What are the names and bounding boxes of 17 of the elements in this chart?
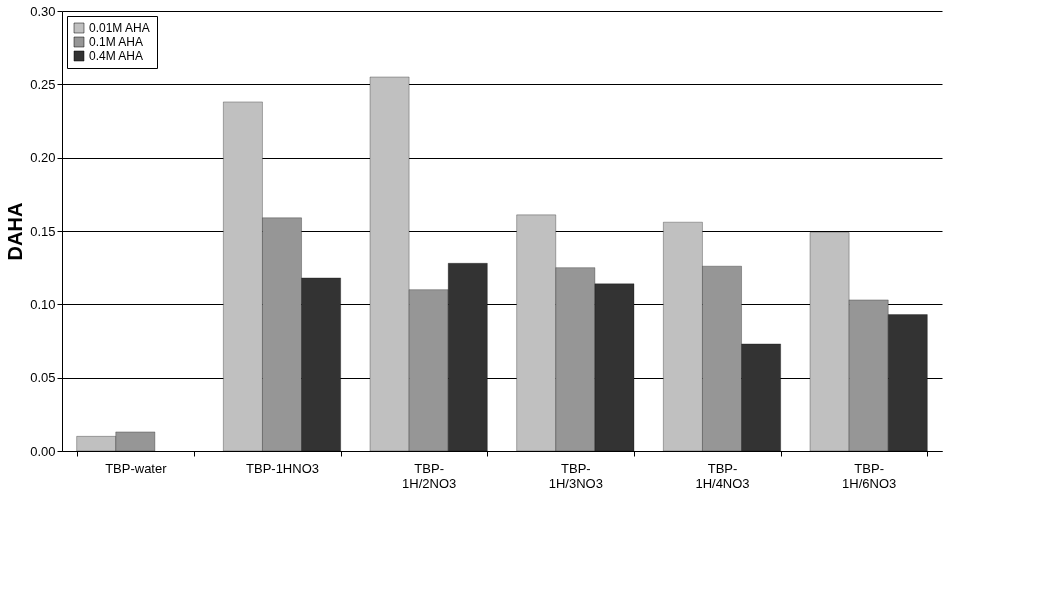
legend-label: 0.1M AHA	[89, 35, 144, 49]
y-tick-label: 0.10	[30, 296, 56, 312]
y-tick-label: 0.00	[30, 443, 56, 459]
x-tick-label: TBP- 1H/2NO3	[402, 460, 457, 491]
legend-label: 0.4M AHA	[89, 49, 144, 63]
y-tick-label: 0.20	[30, 150, 56, 166]
legend-label: 0.01M AHA	[89, 21, 150, 35]
x-tick-label: TBP- 1H/3NO3	[548, 460, 603, 491]
y-tick-label: 0.15	[30, 223, 56, 239]
y-tick-label: 0.30	[30, 3, 56, 19]
x-tick-label: TBP- 1H/6NO3	[842, 460, 897, 491]
y-tick-label: 0.25	[30, 76, 56, 92]
x-tick-label: TBP-water	[105, 460, 168, 476]
y-tick-label: 0.05	[30, 370, 56, 386]
x-tick-label: TBP-1HNO3	[246, 460, 319, 476]
x-tick-label: TBP- 1H/4NO3	[695, 460, 750, 491]
y-axis-title: DAHA	[4, 202, 27, 261]
